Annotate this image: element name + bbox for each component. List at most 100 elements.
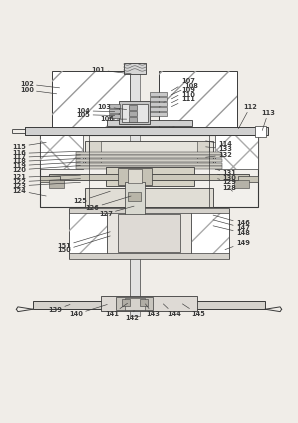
Text: 148: 148 (213, 226, 250, 236)
Text: 120: 120 (13, 166, 80, 173)
Bar (109, 114, 120, 118)
Text: 119: 119 (13, 162, 80, 169)
Bar (255, 126, 266, 137)
Text: 130: 130 (218, 174, 236, 181)
Text: 105: 105 (77, 112, 115, 118)
Bar (40, 135, 83, 170)
Bar (122, 104, 148, 121)
Bar (69, 253, 229, 258)
Bar (49, 180, 64, 188)
Bar (76, 166, 222, 169)
Bar (130, 256, 140, 299)
Text: 132: 132 (206, 152, 232, 158)
Bar (140, 299, 148, 306)
Text: 118: 118 (13, 159, 80, 165)
Bar (69, 209, 229, 258)
Text: 103: 103 (97, 104, 127, 110)
Text: 116: 116 (13, 151, 80, 157)
Text: 139: 139 (48, 305, 70, 313)
Text: 145: 145 (182, 304, 205, 317)
Bar (150, 97, 167, 101)
Text: 112: 112 (238, 104, 257, 129)
Bar (119, 101, 150, 124)
Text: 150: 150 (57, 236, 110, 253)
Bar (85, 188, 213, 207)
Bar (159, 71, 237, 129)
Text: 109: 109 (171, 87, 195, 99)
Bar (40, 135, 83, 170)
Text: 131: 131 (218, 170, 236, 176)
Bar (150, 102, 167, 106)
Bar (109, 109, 120, 113)
Bar (129, 105, 137, 110)
Text: 104: 104 (77, 108, 115, 114)
Bar (107, 120, 192, 126)
Text: 107: 107 (171, 78, 195, 91)
Bar (118, 214, 180, 252)
Text: 125: 125 (74, 191, 110, 204)
Text: 143: 143 (145, 304, 160, 317)
Bar (128, 169, 142, 184)
Text: 101: 101 (91, 67, 131, 74)
Bar (40, 176, 60, 182)
Bar (76, 152, 222, 155)
Bar (150, 107, 167, 111)
Bar (40, 135, 258, 207)
Text: 149: 149 (225, 240, 250, 250)
Text: 113: 113 (261, 110, 275, 130)
Bar (25, 127, 268, 135)
Text: 115: 115 (13, 143, 46, 150)
Bar (191, 209, 229, 258)
Bar (118, 168, 152, 185)
Bar (52, 71, 130, 129)
Bar (122, 299, 130, 306)
Bar (109, 104, 120, 108)
Bar (69, 209, 107, 258)
Bar (125, 298, 145, 310)
Text: 121: 121 (13, 174, 80, 180)
Text: 129: 129 (218, 179, 236, 185)
Bar (150, 92, 167, 96)
Bar (101, 297, 197, 311)
Text: 147: 147 (213, 220, 250, 231)
Text: 146: 146 (213, 215, 250, 226)
Text: 128: 128 (223, 185, 236, 191)
Bar (107, 212, 191, 255)
Bar (197, 140, 209, 166)
Text: 110: 110 (171, 92, 195, 103)
Text: 102: 102 (20, 81, 60, 88)
Bar (49, 174, 249, 180)
Bar (129, 117, 137, 122)
Bar (33, 301, 265, 309)
Text: 100: 100 (20, 87, 57, 94)
Bar (106, 167, 194, 186)
Bar (215, 135, 258, 170)
Text: 111: 111 (171, 96, 195, 107)
Bar (125, 182, 145, 220)
Bar (130, 63, 140, 316)
Bar (85, 140, 213, 166)
Text: 123: 123 (13, 182, 80, 189)
Text: 122: 122 (13, 179, 80, 185)
Text: 141: 141 (105, 303, 128, 317)
Bar (129, 111, 137, 116)
Text: 117: 117 (13, 154, 80, 160)
Bar (69, 208, 229, 213)
Text: 144: 144 (163, 304, 181, 317)
Text: 108: 108 (171, 83, 198, 95)
Bar (52, 71, 130, 129)
Bar (124, 63, 146, 74)
Bar (69, 209, 107, 258)
Bar (150, 112, 167, 116)
Bar (234, 180, 249, 188)
Bar (116, 297, 153, 310)
Bar (191, 209, 229, 258)
Bar (238, 176, 258, 182)
Text: 126: 126 (86, 196, 131, 211)
Text: 127: 127 (99, 206, 134, 217)
Bar (215, 135, 258, 170)
Bar (89, 140, 101, 166)
Text: 142: 142 (126, 310, 139, 321)
Bar (76, 159, 222, 162)
Text: 133: 133 (206, 146, 232, 152)
